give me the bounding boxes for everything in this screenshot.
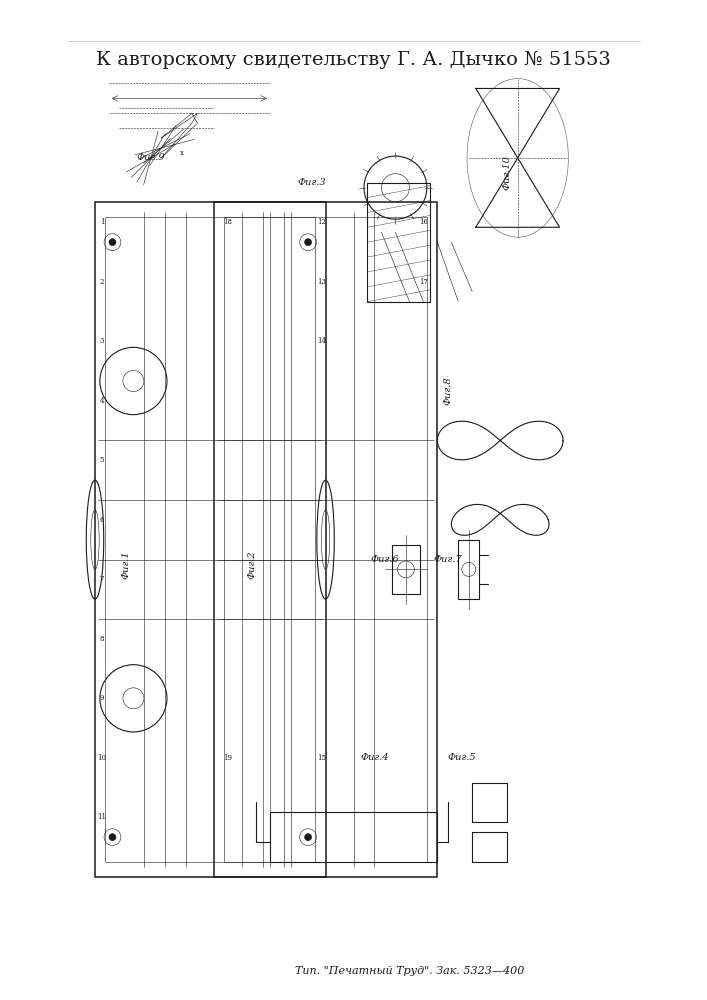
Text: 3: 3 [100, 337, 104, 345]
Text: 14: 14 [317, 337, 327, 345]
Text: x: x [180, 149, 185, 157]
Bar [458, 540, 479, 599]
Ellipse shape [109, 239, 116, 246]
Text: 8: 8 [100, 635, 104, 643]
Bar [224, 217, 427, 862]
Text: 17: 17 [419, 278, 428, 286]
Text: 19: 19 [223, 754, 232, 762]
Text: 7: 7 [100, 575, 104, 583]
Bar [214, 202, 438, 877]
Text: 15: 15 [317, 754, 327, 762]
Text: Фиг.4: Фиг.4 [360, 753, 389, 762]
Text: К авторскому свидетельству Г. А. Дычко № 51553: К авторскому свидетельству Г. А. Дычко №… [96, 51, 611, 69]
Text: Фиг.6: Фиг.6 [370, 555, 399, 564]
Text: Фиг.3: Фиг.3 [297, 178, 326, 187]
Text: Фиг.10: Фиг.10 [503, 155, 512, 190]
Ellipse shape [305, 239, 312, 246]
Text: 13: 13 [317, 278, 327, 286]
Text: 12: 12 [317, 218, 327, 226]
Text: 6: 6 [100, 516, 104, 524]
Text: 4: 4 [100, 397, 104, 405]
Bar [368, 183, 431, 302]
Text: 16: 16 [419, 218, 428, 226]
Text: Фиг.9: Фиг.9 [136, 153, 165, 162]
Text: 9: 9 [100, 694, 104, 702]
Text: Тип. "Печатный Труд". Зак. 5323—400: Тип. "Печатный Труд". Зак. 5323—400 [295, 966, 524, 976]
Text: Фиг.8: Фиг.8 [443, 377, 452, 405]
Text: Фиг.5: Фиг.5 [448, 753, 476, 762]
Ellipse shape [305, 834, 312, 841]
Bar [269, 812, 438, 862]
Text: Фиг.1: Фиг.1 [122, 550, 131, 579]
Text: 1: 1 [100, 218, 104, 226]
Bar [95, 202, 325, 877]
Text: 2: 2 [100, 278, 104, 286]
Text: 11: 11 [98, 813, 107, 821]
Bar [392, 545, 420, 594]
Text: 5: 5 [100, 456, 104, 464]
Bar [105, 217, 315, 862]
Text: Фиг.7: Фиг.7 [433, 555, 462, 564]
Text: Фиг.2: Фиг.2 [247, 550, 257, 579]
Ellipse shape [109, 834, 116, 841]
Text: 10: 10 [98, 754, 107, 762]
Text: 18: 18 [223, 218, 232, 226]
